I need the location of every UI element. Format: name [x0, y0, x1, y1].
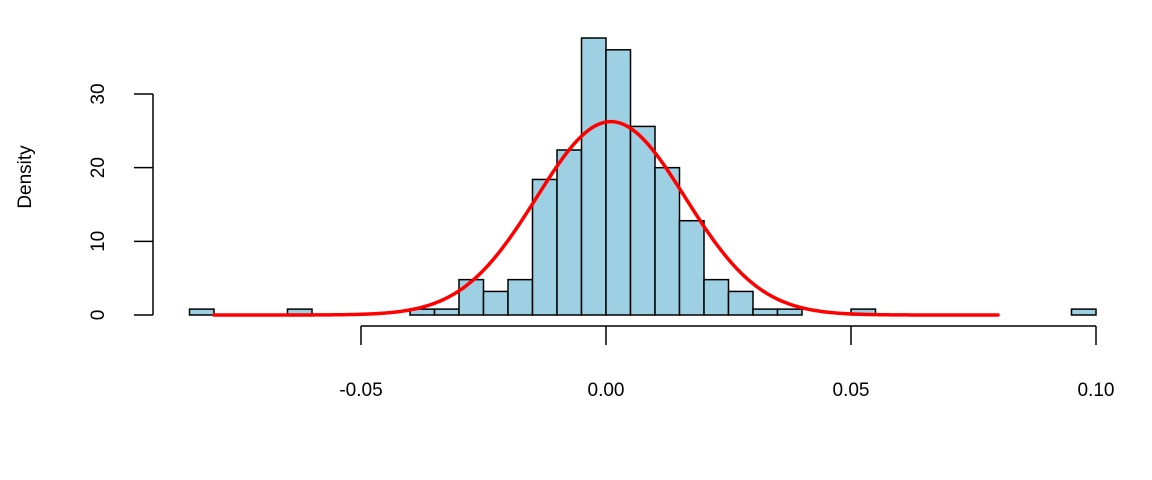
y-tick-label-3: 30 [88, 83, 109, 104]
y-tick-label-1: 10 [88, 231, 109, 252]
normal-density-curve [212, 119, 1000, 317]
histogram-bar-11 [458, 278, 485, 316]
histogram-bar-17 [605, 49, 632, 316]
histogram-bars [188, 37, 1097, 316]
y-tick-label-0: 0 [88, 310, 109, 321]
y-tick-label-2: 20 [88, 157, 109, 178]
histogram-bar-23 [752, 308, 779, 316]
histogram-bar-12 [482, 290, 509, 316]
histogram-bar-36 [1070, 308, 1097, 316]
histogram-bar-10 [433, 308, 460, 316]
histogram-bar-15 [556, 149, 583, 316]
histogram-bar-16 [580, 37, 607, 316]
y-axis-label: Density [15, 145, 36, 209]
histogram-bar-0 [188, 308, 215, 316]
x-axis: -0.05 0.00 0.05 0.10 [339, 325, 1115, 401]
histogram-bar-19 [654, 166, 681, 316]
histogram-bar-20 [678, 219, 705, 316]
histogram-bar-22 [727, 290, 754, 316]
x-tick-label-0: -0.05 [339, 380, 382, 401]
histogram-bar-18 [629, 125, 656, 316]
x-tick-label-2: 0.05 [833, 380, 870, 401]
y-axis: 0 10 20 30 [88, 83, 154, 321]
x-tick-label-1: 0.00 [588, 380, 625, 401]
histogram-bar-24 [776, 308, 803, 316]
x-tick-label-3: 0.10 [1078, 380, 1115, 401]
histogram-bar-13 [507, 278, 534, 316]
histogram-bar-14 [531, 178, 558, 316]
histogram-bar-21 [703, 278, 730, 316]
